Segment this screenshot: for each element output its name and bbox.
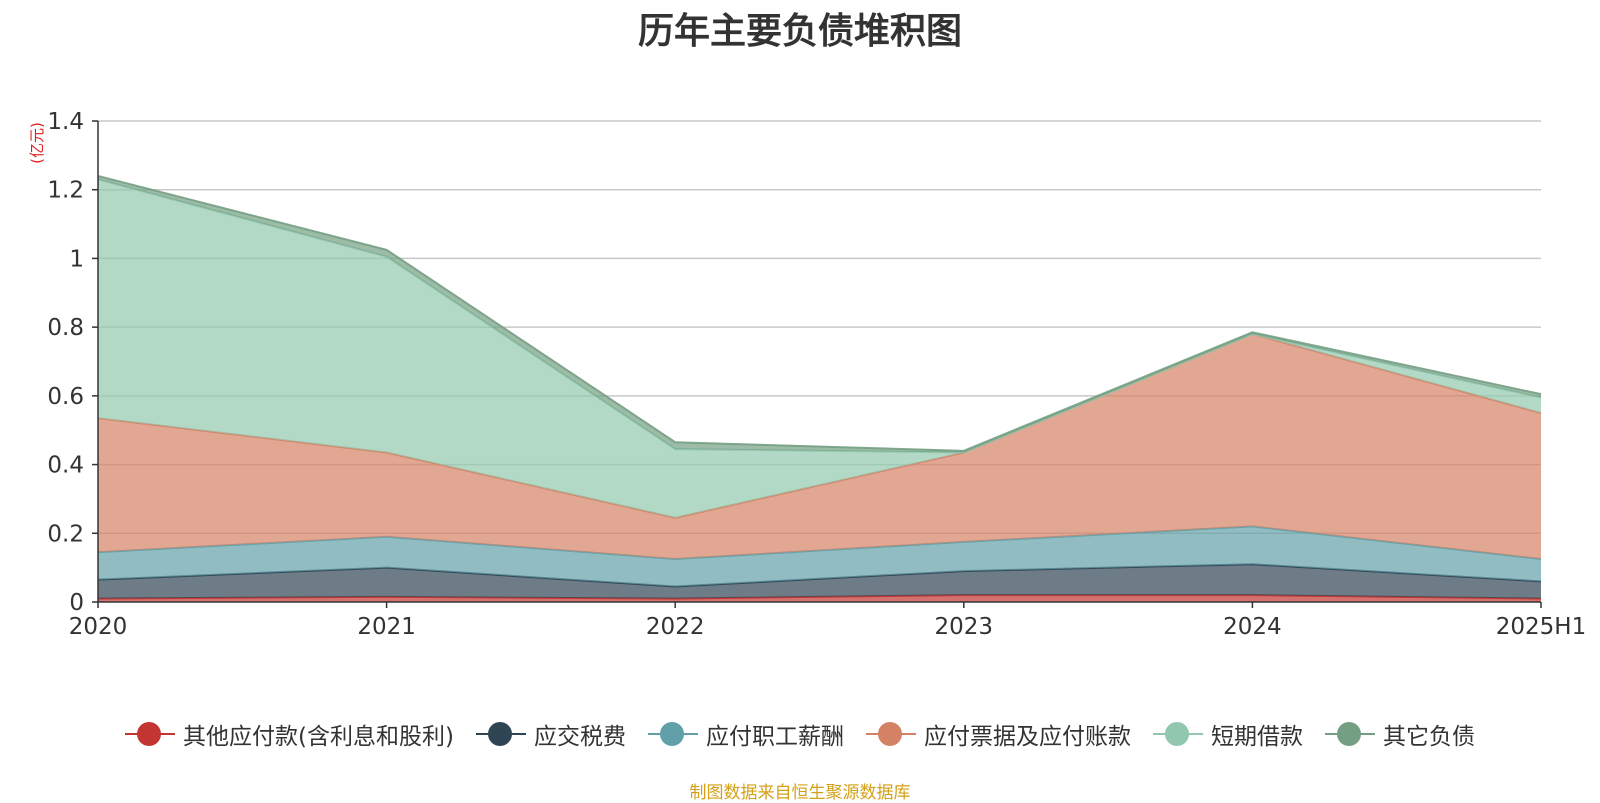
y-tick-label: 1.4 — [47, 109, 84, 135]
x-tick-label: 2024 — [1223, 614, 1282, 640]
legend-label: 其他应付款(含利息和股利) — [183, 724, 454, 750]
y-tick-label: 0.4 — [47, 453, 84, 479]
axes — [92, 120, 1542, 608]
legend-marker-icon — [1324, 721, 1375, 747]
area-0 — [98, 595, 1541, 602]
legend-item[interactable]: 其它负债 — [1324, 717, 1475, 751]
legend-label: 应交税费 — [533, 724, 626, 750]
legend-marker-icon — [1152, 721, 1203, 747]
source-note: 制图数据来自恒生聚源数据库 — [689, 783, 911, 803]
chart-title: 历年主要负债堆积图 — [637, 11, 962, 52]
y-tick-label: 1.2 — [47, 178, 84, 204]
x-tick-label: 2022 — [646, 614, 705, 640]
stacked-areas — [97, 175, 1542, 602]
legend-label: 应付票据及应付账款 — [923, 724, 1131, 750]
legend-item[interactable]: 其他应付款(含利息和股利) — [125, 717, 454, 751]
legend-marker-icon — [647, 721, 698, 747]
y-tick-label: 1 — [69, 246, 84, 272]
legend-item[interactable]: 短期借款 — [1152, 717, 1303, 751]
legend-label: 短期借款 — [1210, 724, 1303, 750]
legend-marker-icon — [865, 721, 916, 747]
legend-label: 其它负债 — [1382, 724, 1475, 750]
legend: 其他应付款(含利息和股利) 应交税费 应付职工薪酬 应付票据及应付账款 短期借款 其它负债 — [0, 714, 1600, 754]
legend-item[interactable]: 应交税费 — [475, 717, 626, 751]
y-axis-unit-label: (亿元) — [28, 122, 46, 164]
y-tick-label: 0.2 — [47, 521, 84, 547]
x-tick-label: 2025H1 — [1496, 614, 1586, 640]
y-tick-label: 0 — [69, 590, 84, 616]
area-2 — [98, 526, 1541, 587]
legend-item[interactable]: 应付职工薪酬 — [647, 717, 844, 751]
x-tick-label: 2023 — [935, 614, 994, 640]
y-tick-label: 0.6 — [47, 384, 84, 410]
area-3 — [98, 334, 1541, 560]
series-line-5 — [97, 175, 1542, 452]
legend-marker-icon — [125, 721, 176, 747]
axis-labels: 0 0.2 0.4 0.6 0.8 1 1.2 1.4 2020 2021 2022 2023 2024… — [47, 109, 1586, 640]
y-tick-label: 0.8 — [47, 315, 84, 341]
x-tick-label: 2020 — [69, 614, 128, 640]
legend-item[interactable]: 应付票据及应付账款 — [865, 717, 1131, 751]
legend-label: 应付职工薪酬 — [705, 724, 844, 750]
area-4 — [98, 179, 1541, 518]
legend-marker-icon — [475, 721, 526, 747]
x-tick-label: 2021 — [357, 614, 416, 640]
